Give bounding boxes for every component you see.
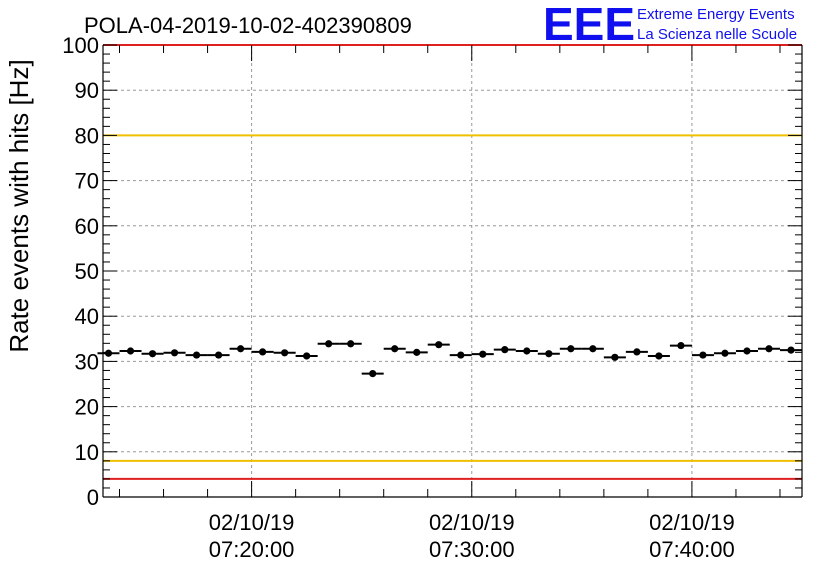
logo-letters: EEE [543,0,635,50]
x-tick-time: 07:20:00 [209,537,295,562]
data-point [633,348,641,356]
x-tick-time: 07:40:00 [649,537,735,562]
logo-line-2: La Scienza nelle Scuole [637,26,797,43]
y-axis-label: Rate events with hits [Hz] [4,59,34,352]
x-tick-labels: 02/10/1907:20:0002/10/1907:30:0002/10/19… [209,510,735,562]
data-point [347,340,355,348]
y-tick-label: 100 [62,33,99,58]
y-tick-label: 0 [87,485,99,510]
data-point [677,341,685,350]
y-tick-label: 90 [75,78,99,103]
x-tick-date: 02/10/19 [429,510,515,535]
data-point [699,351,707,359]
data-points [97,340,802,378]
data-point [303,352,311,360]
data-point [611,353,619,361]
logo-line-1: Extreme Energy Events [637,6,795,23]
y-tick-label: 40 [75,304,99,329]
data-point [765,345,773,353]
data-point [457,351,465,359]
y-tick-label: 30 [75,349,99,374]
data-point [148,350,157,358]
eee-logo: EEE Extreme Energy Events La Scienza nel… [543,0,797,50]
reference-lines [103,44,802,480]
y-tick-labels: 0 10 20 30 40 50 60 70 80 90 100 [62,33,99,510]
data-point [721,349,729,357]
y-tick-label: 50 [75,259,99,284]
data-point [435,341,443,349]
tick-marks [103,44,802,498]
y-tick-label: 70 [75,169,99,194]
x-tick-date: 02/10/19 [209,510,295,535]
y-tick-label: 10 [75,440,99,465]
data-point [787,346,795,354]
y-tick-label: 20 [75,395,99,420]
x-tick-time: 07:30:00 [429,537,515,562]
data-point [170,349,179,357]
data-point [743,347,751,355]
data-point [192,351,201,359]
data-point [589,345,597,353]
data-point [567,345,575,353]
data-point [281,349,289,357]
data-point [214,351,223,359]
data-point [104,349,113,357]
data-point [236,345,245,353]
y-tick-label: 60 [75,214,99,239]
data-point [126,347,135,355]
data-point [545,350,553,358]
data-point [259,348,267,356]
data-point [391,345,399,353]
data-point [655,352,663,360]
y-tick-label: 80 [75,123,99,148]
chart-title: POLA-04-2019-10-02-402390809 [84,13,412,38]
data-point [325,340,333,348]
data-point [369,370,377,378]
x-tick-date: 02/10/19 [649,510,735,535]
data-point [501,346,509,354]
data-point [479,350,487,358]
data-point [413,348,421,356]
data-point [523,347,531,355]
